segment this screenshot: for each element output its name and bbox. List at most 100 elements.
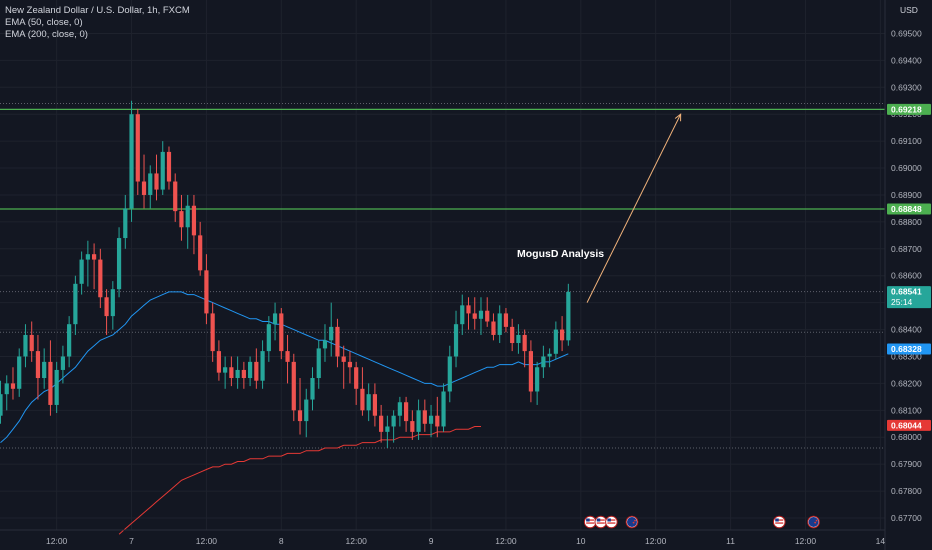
- event-flag-icon[interactable]: [625, 515, 639, 529]
- candle[interactable]: [522, 329, 527, 368]
- candle-body[interactable]: [416, 410, 421, 432]
- candle-body[interactable]: [460, 305, 465, 325]
- candle[interactable]: [491, 313, 496, 341]
- candle-body[interactable]: [229, 367, 234, 379]
- candle-body[interactable]: [48, 361, 53, 405]
- price-label-badge[interactable]: 0.68328: [887, 343, 931, 355]
- candle[interactable]: [310, 367, 315, 411]
- candle[interactable]: [104, 289, 109, 335]
- candle[interactable]: [304, 388, 309, 438]
- candle[interactable]: [441, 383, 446, 432]
- candle-body[interactable]: [435, 415, 440, 427]
- candle[interactable]: [447, 345, 452, 403]
- candle[interactable]: [410, 410, 415, 440]
- candles[interactable]: [0, 100, 571, 449]
- candle[interactable]: [566, 283, 571, 346]
- candle-body[interactable]: [110, 289, 115, 317]
- candle-body[interactable]: [160, 151, 165, 190]
- candle-body[interactable]: [135, 114, 140, 182]
- candle-body[interactable]: [428, 415, 434, 424]
- candle[interactable]: [335, 318, 340, 368]
- candle-body[interactable]: [478, 310, 484, 319]
- candle[interactable]: [541, 345, 546, 379]
- candle[interactable]: [297, 378, 303, 435]
- arrow-shaft[interactable]: [586, 113, 682, 303]
- event-flag-icon[interactable]: [594, 515, 608, 529]
- candle[interactable]: [510, 318, 515, 352]
- candle[interactable]: [79, 251, 84, 295]
- candle[interactable]: [129, 100, 134, 222]
- candle-body[interactable]: [503, 313, 509, 327]
- candle-body[interactable]: [148, 173, 153, 195]
- candle[interactable]: [516, 324, 521, 354]
- candle-body[interactable]: [510, 326, 515, 344]
- candle-body[interactable]: [123, 208, 128, 239]
- event-flag-icon[interactable]: [772, 515, 786, 529]
- candle-body[interactable]: [422, 410, 427, 424]
- candle[interactable]: [166, 146, 172, 190]
- event-flag-icon[interactable]: [605, 515, 618, 529]
- candle-body[interactable]: [453, 324, 459, 357]
- candle-body[interactable]: [360, 388, 365, 411]
- candle-body[interactable]: [516, 334, 521, 344]
- candle[interactable]: [135, 108, 140, 195]
- candle-body[interactable]: [179, 211, 184, 228]
- indicator-ema-200[interactable]: EMA (200, close, 0): [5, 29, 88, 40]
- event-flag-icon[interactable]: [807, 515, 820, 529]
- candle[interactable]: [322, 324, 328, 362]
- candle-body[interactable]: [347, 361, 353, 368]
- candle-body[interactable]: [547, 353, 552, 357]
- candle-body[interactable]: [322, 340, 328, 349]
- candle-body[interactable]: [335, 326, 340, 357]
- candle-body[interactable]: [272, 313, 278, 325]
- candle[interactable]: [23, 324, 28, 368]
- candle-body[interactable]: [279, 313, 284, 352]
- candle-body[interactable]: [198, 235, 203, 271]
- candle-body[interactable]: [410, 421, 415, 432]
- candle[interactable]: [316, 340, 321, 389]
- event-flag-icon[interactable]: [583, 515, 597, 529]
- candle-body[interactable]: [266, 324, 271, 352]
- candle[interactable]: [379, 404, 384, 443]
- candle[interactable]: [67, 316, 72, 368]
- candle-body[interactable]: [260, 351, 265, 381]
- candle[interactable]: [416, 399, 421, 440]
- candle[interactable]: [10, 367, 16, 400]
- candle-body[interactable]: [379, 415, 384, 432]
- candle-body[interactable]: [60, 356, 65, 370]
- candle[interactable]: [397, 396, 402, 427]
- candle-body[interactable]: [104, 297, 109, 317]
- candle-body[interactable]: [385, 426, 390, 432]
- candle-body[interactable]: [235, 369, 240, 379]
- price-label-badge[interactable]: 0.68044: [887, 419, 931, 431]
- candle[interactable]: [60, 345, 65, 384]
- candle[interactable]: [98, 248, 103, 309]
- candle-body[interactable]: [316, 348, 321, 379]
- candle[interactable]: [291, 353, 296, 422]
- candle-body[interactable]: [223, 367, 228, 373]
- candle-body[interactable]: [310, 378, 315, 400]
- candle-body[interactable]: [98, 259, 103, 298]
- candle[interactable]: [0, 380, 3, 424]
- candle-body[interactable]: [191, 205, 197, 236]
- candle[interactable]: [73, 275, 78, 335]
- candle[interactable]: [235, 356, 240, 389]
- candle[interactable]: [366, 383, 371, 422]
- candle[interactable]: [173, 173, 178, 222]
- symbol-title[interactable]: New Zealand Dollar / U.S. Dollar, 1h, FX…: [5, 5, 190, 16]
- candle-body[interactable]: [248, 361, 253, 379]
- candle[interactable]: [185, 194, 190, 249]
- candle[interactable]: [141, 154, 147, 209]
- candle[interactable]: [360, 367, 365, 416]
- analysis-annotation[interactable]: MogusD Analysis: [517, 248, 605, 260]
- candle-body[interactable]: [466, 305, 471, 314]
- candle-body[interactable]: [92, 254, 97, 260]
- candle[interactable]: [229, 356, 234, 387]
- candle-body[interactable]: [560, 329, 565, 341]
- candle[interactable]: [372, 383, 377, 427]
- candle[interactable]: [92, 243, 97, 290]
- candle[interactable]: [223, 356, 228, 389]
- candle-body[interactable]: [17, 356, 22, 389]
- candle-body[interactable]: [173, 181, 178, 212]
